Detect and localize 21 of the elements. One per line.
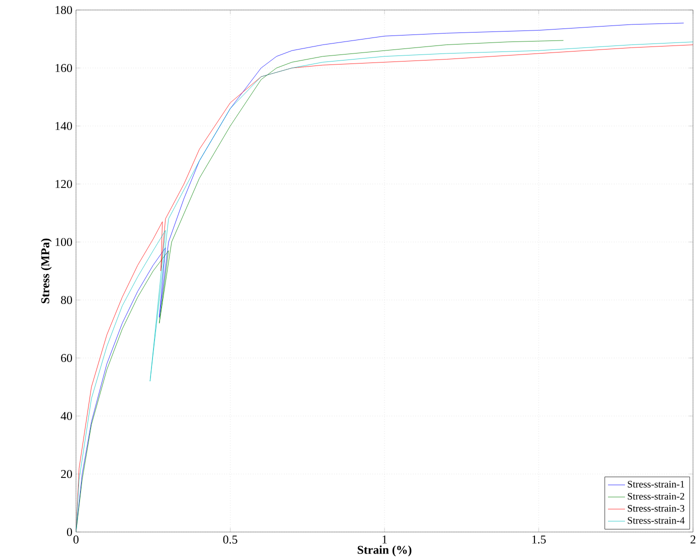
x-tick-label: 0 [73, 536, 79, 544]
y-tick-label: 80 [60, 296, 72, 304]
legend-label: Stress-strain-1 [628, 480, 684, 488]
y-tick-label: 120 [56, 180, 72, 188]
x-axis-title: Strain (%) [358, 545, 412, 556]
y-tick-label: 140 [56, 122, 72, 130]
x-tick-label: 0.5 [223, 536, 238, 544]
y-tick-label: 20 [61, 470, 72, 478]
legend-label: Stress-strain-4 [628, 517, 685, 524]
y-tick-label: 100 [56, 238, 72, 246]
legend-label: Stress-strain-2 [628, 492, 684, 500]
y-axis-title: Stress (MPa) [40, 238, 52, 304]
y-tick-label: 180 [56, 6, 72, 14]
x-tick-label: 2 [690, 536, 696, 544]
legend-label: Stress-strain-3 [628, 505, 684, 512]
x-tick-label: 1.5 [532, 536, 546, 544]
y-tick-label: 160 [56, 64, 72, 72]
y-tick-label: 40 [60, 412, 72, 420]
y-tick-label: 0 [66, 528, 72, 536]
y-tick-label: 60 [61, 354, 72, 362]
x-tick-label: 1 [382, 536, 387, 544]
